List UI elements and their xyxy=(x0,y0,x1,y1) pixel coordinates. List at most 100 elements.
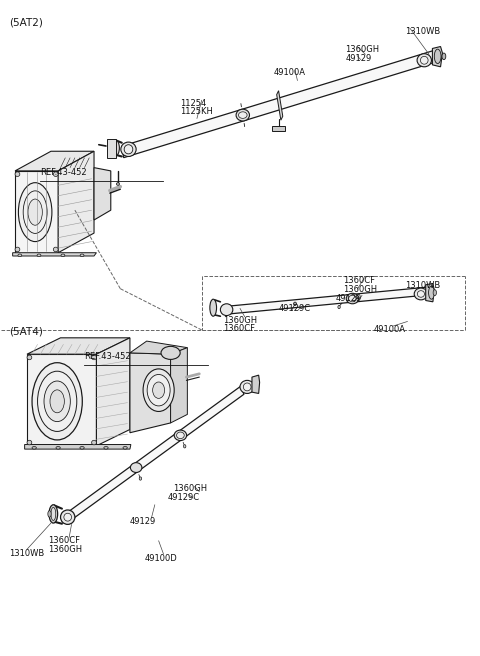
Polygon shape xyxy=(252,375,260,394)
Ellipse shape xyxy=(121,142,136,157)
Ellipse shape xyxy=(348,295,356,302)
Ellipse shape xyxy=(15,247,20,252)
Polygon shape xyxy=(276,91,283,120)
Ellipse shape xyxy=(124,145,133,154)
Ellipse shape xyxy=(32,447,36,449)
Ellipse shape xyxy=(177,432,184,439)
Ellipse shape xyxy=(147,375,170,406)
Text: 1360GH: 1360GH xyxy=(48,544,82,554)
Ellipse shape xyxy=(356,296,359,299)
Ellipse shape xyxy=(27,440,32,445)
Ellipse shape xyxy=(210,299,216,316)
Ellipse shape xyxy=(346,293,359,304)
Ellipse shape xyxy=(240,380,254,394)
Ellipse shape xyxy=(51,507,56,520)
Text: (5AT4): (5AT4) xyxy=(9,326,43,336)
Ellipse shape xyxy=(53,247,58,252)
Polygon shape xyxy=(122,49,440,157)
Text: 11254: 11254 xyxy=(180,99,206,108)
Ellipse shape xyxy=(27,355,32,359)
Ellipse shape xyxy=(183,445,186,448)
Text: 1310WB: 1310WB xyxy=(405,27,440,36)
Ellipse shape xyxy=(18,254,22,256)
Text: 1360GH: 1360GH xyxy=(173,483,207,493)
Polygon shape xyxy=(426,283,434,302)
Polygon shape xyxy=(94,168,111,220)
Polygon shape xyxy=(432,47,443,67)
Ellipse shape xyxy=(338,306,340,309)
Ellipse shape xyxy=(220,304,233,316)
Ellipse shape xyxy=(61,254,65,256)
Polygon shape xyxy=(226,287,432,314)
Bar xyxy=(108,140,116,158)
Text: 49129: 49129 xyxy=(345,54,372,64)
Text: 1310WB: 1310WB xyxy=(405,281,440,290)
Ellipse shape xyxy=(64,513,72,521)
Text: 1360GH: 1360GH xyxy=(343,285,377,294)
Ellipse shape xyxy=(420,56,428,64)
Polygon shape xyxy=(27,338,130,354)
Bar xyxy=(272,126,286,131)
Ellipse shape xyxy=(18,182,52,241)
Ellipse shape xyxy=(80,447,84,449)
Ellipse shape xyxy=(53,172,58,176)
Text: 49100A: 49100A xyxy=(374,325,406,334)
Text: 1360CF: 1360CF xyxy=(223,324,255,333)
Text: 49129C: 49129C xyxy=(278,304,311,313)
Text: REF.43-452: REF.43-452 xyxy=(84,352,131,361)
Polygon shape xyxy=(130,353,170,433)
Ellipse shape xyxy=(37,254,41,256)
Ellipse shape xyxy=(417,291,424,297)
Ellipse shape xyxy=(243,383,251,391)
Text: 49100A: 49100A xyxy=(274,68,305,77)
Ellipse shape xyxy=(123,447,127,449)
Ellipse shape xyxy=(15,172,20,176)
Ellipse shape xyxy=(442,53,446,60)
Ellipse shape xyxy=(92,355,96,359)
Ellipse shape xyxy=(28,199,42,225)
Ellipse shape xyxy=(143,369,174,411)
Polygon shape xyxy=(27,354,96,446)
Text: 1360CF: 1360CF xyxy=(343,276,375,285)
Text: 1360CF: 1360CF xyxy=(48,536,80,545)
Ellipse shape xyxy=(49,504,58,523)
Polygon shape xyxy=(58,152,94,253)
Text: 1310WB: 1310WB xyxy=(9,549,45,558)
Text: REF.43-452: REF.43-452 xyxy=(40,168,86,176)
Text: 49100D: 49100D xyxy=(144,554,177,563)
Ellipse shape xyxy=(294,302,297,306)
Ellipse shape xyxy=(92,440,96,445)
Ellipse shape xyxy=(32,363,82,440)
Polygon shape xyxy=(24,445,131,449)
Polygon shape xyxy=(15,171,58,253)
Ellipse shape xyxy=(60,510,75,524)
Ellipse shape xyxy=(153,382,165,398)
Ellipse shape xyxy=(56,447,60,449)
Ellipse shape xyxy=(131,462,142,472)
Ellipse shape xyxy=(80,254,84,256)
Ellipse shape xyxy=(417,54,432,67)
Ellipse shape xyxy=(139,477,142,480)
Polygon shape xyxy=(12,253,96,256)
Text: 1360GH: 1360GH xyxy=(223,316,257,325)
Ellipse shape xyxy=(433,290,436,296)
Polygon shape xyxy=(96,338,130,446)
Text: 1360GH: 1360GH xyxy=(345,45,379,54)
Ellipse shape xyxy=(112,140,120,156)
Polygon shape xyxy=(170,348,187,423)
Ellipse shape xyxy=(50,390,64,413)
Ellipse shape xyxy=(414,288,428,300)
Polygon shape xyxy=(64,386,244,523)
Text: 1125KH: 1125KH xyxy=(180,108,213,116)
Ellipse shape xyxy=(48,510,51,517)
Text: (5AT2): (5AT2) xyxy=(9,17,43,27)
Ellipse shape xyxy=(44,381,71,422)
Text: 49129: 49129 xyxy=(130,516,156,525)
Ellipse shape xyxy=(236,109,250,121)
Ellipse shape xyxy=(429,286,434,299)
Polygon shape xyxy=(130,341,187,354)
Ellipse shape xyxy=(174,430,187,441)
Ellipse shape xyxy=(117,182,120,185)
Ellipse shape xyxy=(239,112,247,118)
Ellipse shape xyxy=(23,191,47,234)
